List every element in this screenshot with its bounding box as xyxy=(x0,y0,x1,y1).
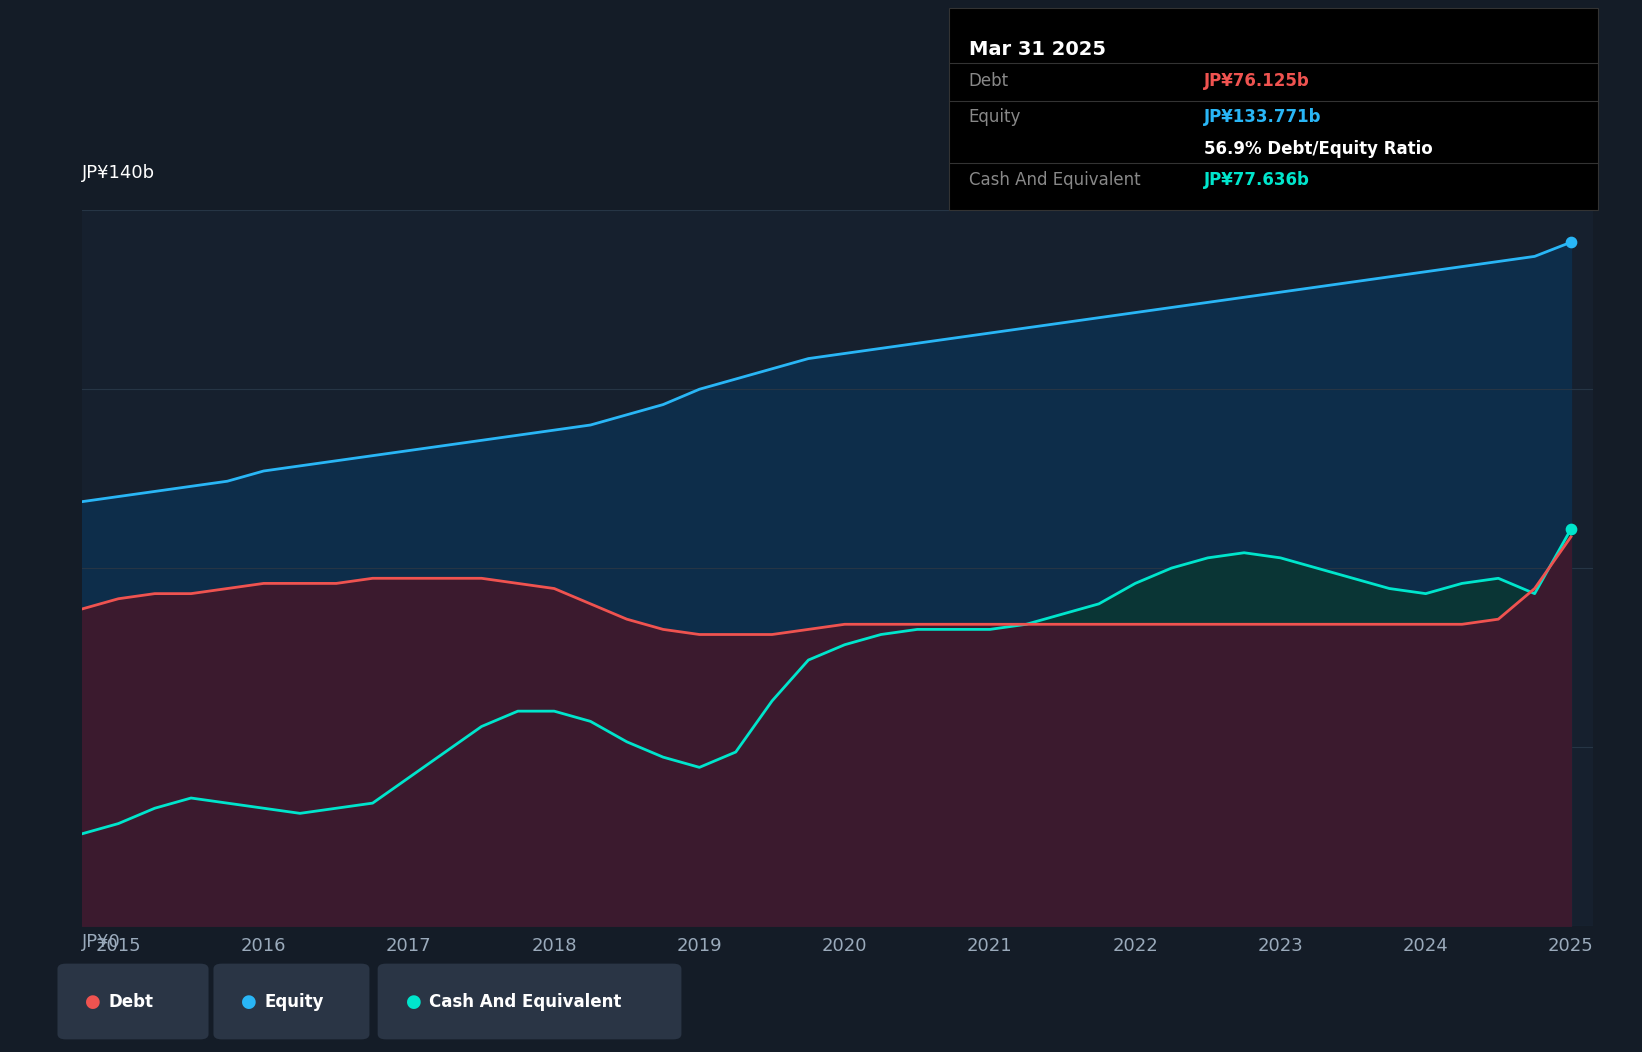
Text: JP¥76.125b: JP¥76.125b xyxy=(1204,72,1309,89)
Text: JP¥133.771b: JP¥133.771b xyxy=(1204,108,1322,126)
Text: JP¥77.636b: JP¥77.636b xyxy=(1204,171,1309,189)
Text: Cash And Equivalent: Cash And Equivalent xyxy=(429,992,621,1011)
Text: ●: ● xyxy=(406,992,422,1011)
Text: 56.9% Debt/Equity Ratio: 56.9% Debt/Equity Ratio xyxy=(1204,140,1432,158)
Text: Equity: Equity xyxy=(969,108,1021,126)
Text: ●: ● xyxy=(85,992,102,1011)
Text: Mar 31 2025: Mar 31 2025 xyxy=(969,40,1105,59)
Text: JP¥140b: JP¥140b xyxy=(82,164,156,182)
Text: Equity: Equity xyxy=(264,992,323,1011)
Point xyxy=(1558,234,1585,250)
Text: ●: ● xyxy=(241,992,258,1011)
Point xyxy=(1558,521,1585,538)
Text: Debt: Debt xyxy=(108,992,153,1011)
Text: JP¥0: JP¥0 xyxy=(82,933,122,951)
Text: Cash And Equivalent: Cash And Equivalent xyxy=(969,171,1141,189)
Text: Debt: Debt xyxy=(969,72,1008,89)
